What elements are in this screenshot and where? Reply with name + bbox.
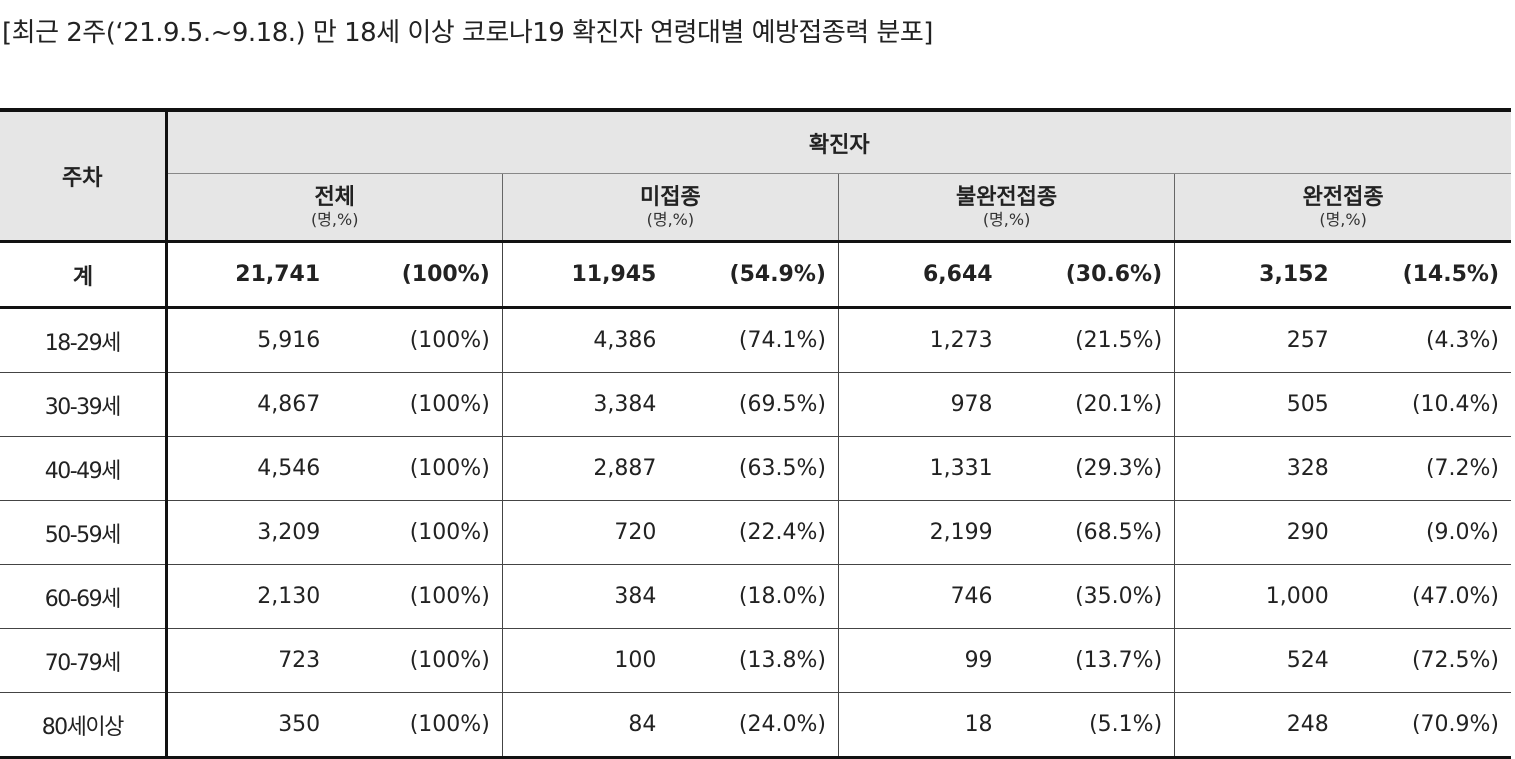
table-cell: (9.0%) bbox=[1342, 500, 1511, 565]
table-cell: 21,741 bbox=[166, 241, 335, 309]
table-cell: 290 bbox=[1174, 500, 1343, 565]
row-label: 70-79세 bbox=[0, 628, 168, 693]
table-cell: (29.3%) bbox=[1006, 436, 1176, 501]
table-cell: 257 bbox=[1174, 307, 1343, 373]
table-cell: (100%) bbox=[334, 564, 503, 629]
table-cell: (18.0%) bbox=[670, 564, 839, 629]
row-label: 60-69세 bbox=[0, 564, 168, 629]
table-row-total: 계 21,741 (100%) 11,945 (54.9%) 6,644 (30… bbox=[0, 241, 1511, 309]
table-cell: 720 bbox=[502, 500, 671, 565]
page-title: [최근 2주(‘21.9.5.~9.18.) 만 18세 이상 코로나19 확진… bbox=[2, 18, 933, 48]
table-cell: 2,199 bbox=[838, 500, 1007, 565]
table-cell: (14.5%) bbox=[1342, 241, 1511, 309]
unit-label: (명,%) bbox=[646, 210, 695, 229]
table-cell: (72.5%) bbox=[1342, 628, 1511, 693]
table-cell: (13.7%) bbox=[1006, 628, 1176, 693]
table-row: 50-59세 3,209 (100%) 720 (22.4%) 2,199 (68.5%) 2… bbox=[0, 500, 1511, 565]
table-cell: (7.2%) bbox=[1342, 436, 1511, 501]
table-cell: (68.5%) bbox=[1006, 500, 1176, 565]
table-cell: (21.5%) bbox=[1006, 307, 1176, 373]
table-cell: 5,916 bbox=[166, 307, 335, 373]
group-label: 전체 bbox=[314, 185, 355, 210]
table-cell: (30.6%) bbox=[1006, 241, 1176, 309]
table-cell: 1,331 bbox=[838, 436, 1007, 501]
table-cell: 248 bbox=[1174, 692, 1343, 759]
table-cell: 2,130 bbox=[166, 564, 335, 629]
table-cell: 11,945 bbox=[502, 241, 671, 309]
table-row: 18-29세 5,916 (100%) 4,386 (74.1%) 1,273 (21.5%… bbox=[0, 307, 1511, 373]
row-label: 30-39세 bbox=[0, 372, 168, 437]
table-cell: (10.4%) bbox=[1342, 372, 1511, 437]
table-cell: 723 bbox=[166, 628, 335, 693]
unit-label: (명,%) bbox=[310, 210, 359, 229]
table-cell: 350 bbox=[166, 692, 335, 759]
table-cell: 3,384 bbox=[502, 372, 671, 437]
row-label: 18-29세 bbox=[0, 307, 168, 373]
table-cell: (74.1%) bbox=[670, 307, 839, 373]
group-header-partial: 불완전접종 (명,%) bbox=[837, 173, 1175, 243]
table-row: 80세이상 350 (100%) 84 (24.0%) 18 (5.1%) 248 (70.9%… bbox=[0, 692, 1511, 759]
table-cell: (35.0%) bbox=[1006, 564, 1176, 629]
table-cell: 6,644 bbox=[838, 241, 1007, 309]
table-cell: (100%) bbox=[334, 436, 503, 501]
table-cell: (100%) bbox=[334, 372, 503, 437]
table-cell: (70.9%) bbox=[1342, 692, 1511, 759]
table-cell: 18 bbox=[838, 692, 1007, 759]
table-cell: (22.4%) bbox=[670, 500, 839, 565]
group-header-unvaccinated: 미접종 (명,%) bbox=[501, 173, 839, 243]
table-cell: 328 bbox=[1174, 436, 1343, 501]
table-cell: (63.5%) bbox=[670, 436, 839, 501]
unit-label: (명,%) bbox=[1319, 210, 1367, 229]
table-cell: 524 bbox=[1174, 628, 1343, 693]
table-cell: (54.9%) bbox=[670, 241, 839, 309]
table-cell: (100%) bbox=[334, 500, 503, 565]
table-cell: 4,546 bbox=[166, 436, 335, 501]
group-header-total: 전체 (명,%) bbox=[166, 173, 503, 243]
table-cell: 4,386 bbox=[502, 307, 671, 373]
row-label: 40-49세 bbox=[0, 436, 168, 501]
table-cell: 2,887 bbox=[502, 436, 671, 501]
confirmed-header: 확진자 bbox=[166, 108, 1511, 174]
table-cell: 1,273 bbox=[838, 307, 1007, 373]
row-label: 계 bbox=[0, 241, 168, 309]
table-row: 40-49세 4,546 (100%) 2,887 (63.5%) 1,331 (29.3%… bbox=[0, 436, 1511, 501]
table-cell: 1,000 bbox=[1174, 564, 1343, 629]
table-row: 60-69세 2,130 (100%) 384 (18.0%) 746 (35.0%) 1,0… bbox=[0, 564, 1511, 629]
table-cell: 4,867 bbox=[166, 372, 335, 437]
table-cell: (100%) bbox=[334, 307, 503, 373]
table-cell: 3,152 bbox=[1174, 241, 1343, 309]
table-cell: (100%) bbox=[334, 692, 503, 759]
group-label: 불완전접종 bbox=[955, 185, 1058, 210]
table-cell: (5.1%) bbox=[1006, 692, 1176, 759]
unit-label: (명,%) bbox=[982, 210, 1031, 229]
table-cell: 3,209 bbox=[166, 500, 335, 565]
week-header: 주차 bbox=[0, 108, 168, 243]
group-label: 완전접종 bbox=[1302, 185, 1384, 210]
row-label: 80세이상 bbox=[0, 692, 168, 759]
table-row: 30-39세 4,867 (100%) 3,384 (69.5%) 978 (20.1%) 5… bbox=[0, 372, 1511, 437]
table-cell: 84 bbox=[502, 692, 671, 759]
table-cell: (47.0%) bbox=[1342, 564, 1511, 629]
table-cell: (100%) bbox=[334, 628, 503, 693]
table-cell: 100 bbox=[502, 628, 671, 693]
table-cell: 384 bbox=[502, 564, 671, 629]
table-cell: (100%) bbox=[334, 241, 503, 309]
table-row: 70-79세 723 (100%) 100 (13.8%) 99 (13.7%) 524 (72… bbox=[0, 628, 1511, 693]
row-label: 50-59세 bbox=[0, 500, 168, 565]
table-cell: (24.0%) bbox=[670, 692, 839, 759]
table-cell: (4.3%) bbox=[1342, 307, 1511, 373]
table-cell: (69.5%) bbox=[670, 372, 839, 437]
table-cell: 978 bbox=[838, 372, 1007, 437]
table-cell: 746 bbox=[838, 564, 1007, 629]
table-cell: 99 bbox=[838, 628, 1007, 693]
table-cell: (13.8%) bbox=[670, 628, 839, 693]
group-header-full: 완전접종 (명,%) bbox=[1174, 173, 1511, 243]
table-cell: (20.1%) bbox=[1006, 372, 1176, 437]
table-cell: 505 bbox=[1174, 372, 1343, 437]
vaccination-table: 주차 확진자 전체 (명,%) 미접종 (명,%) 불완전접종 (명,%) 완전… bbox=[0, 108, 1511, 759]
group-label: 미접종 bbox=[640, 185, 701, 210]
